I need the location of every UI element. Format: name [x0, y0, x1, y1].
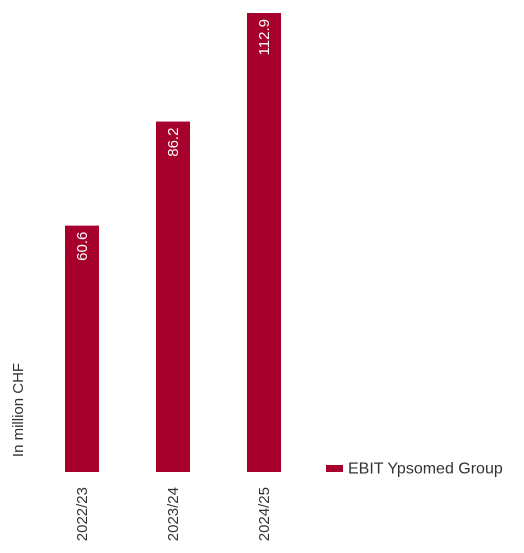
- bar-2023-24: [156, 121, 190, 472]
- value-label-2023-24: 86.2: [165, 128, 182, 157]
- x-tick-label-2024-25: 2024/25: [256, 487, 273, 541]
- value-label-2024-25: 112.9: [256, 19, 273, 55]
- bar-2024-25: [247, 13, 281, 472]
- x-tick-label-2023-24: 2023/24: [165, 487, 182, 541]
- legend-label-ebit: EBIT Ypsomed Group: [348, 461, 503, 478]
- y-axis-label: In million CHF: [10, 363, 27, 457]
- legend-swatch: [326, 465, 343, 472]
- bars-group: 60.6 2022/23 86.2 2023/24 112.9 2024/25: [65, 13, 281, 541]
- bar-2022-23: [65, 225, 99, 472]
- value-label-2022-23: 60.6: [74, 232, 91, 261]
- x-tick-label-2022-23: 2022/23: [74, 487, 91, 541]
- legend: EBIT Ypsomed Group: [326, 461, 503, 478]
